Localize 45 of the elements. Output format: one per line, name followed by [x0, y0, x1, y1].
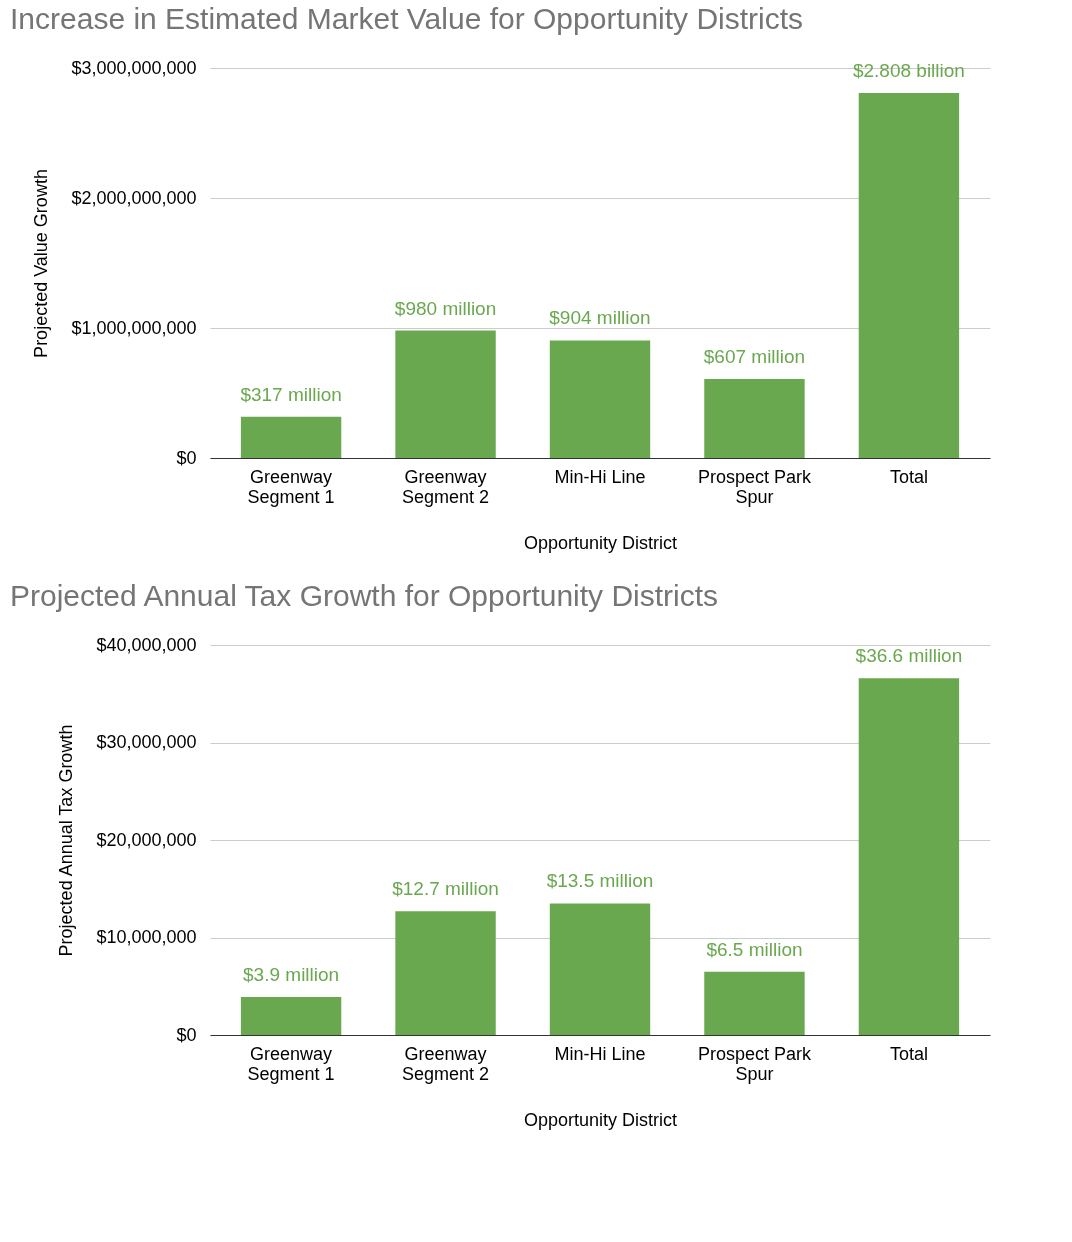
x-axis-title: Opportunity District: [523, 532, 678, 553]
y-tick-label: $30,000,000: [96, 732, 197, 752]
x-tick-label: Greenway Segment 2: [402, 1043, 490, 1084]
y-tick-label: $0: [176, 1024, 197, 1045]
x-tick-label: Total: [889, 1043, 928, 1064]
bar: [858, 92, 960, 458]
data-label: $3.9 million: [243, 963, 340, 985]
x-tick-label: Greenway Segment 1: [247, 1043, 335, 1084]
x-tick-label: Min-Hi Line: [554, 466, 646, 487]
y-axis-title: Projected Value Growth: [31, 169, 52, 358]
bar: [704, 379, 805, 458]
y-tick-label: $3,000,000,000: [71, 57, 197, 78]
y-tick-label: $20,000,000: [96, 829, 197, 850]
bar: [240, 416, 342, 458]
data-label: $317 million: [240, 383, 342, 405]
x-tick-label: Prospect Park Spur: [697, 1043, 812, 1084]
x-tick-label: Greenway Segment 2: [402, 466, 490, 507]
bar: [549, 340, 651, 458]
bar: [549, 903, 651, 1035]
x-tick-label: Prospect Park Spur: [697, 466, 812, 507]
y-tick-label: $10,000,000: [96, 927, 197, 947]
x-tick-label: Total: [889, 466, 928, 487]
bar: [704, 971, 805, 1035]
data-label: $2.808 billion: [852, 59, 965, 81]
bar: [395, 330, 496, 458]
data-label: $12.7 million: [392, 878, 499, 900]
y-tick-label: $40,000,000: [96, 634, 197, 655]
bar: [395, 911, 496, 1035]
chart-title: Increase in Estimated Market Value for Opportunity Districts: [10, 2, 804, 35]
y-tick-label: $1,000,000,000: [71, 317, 197, 338]
y-tick-label: $0: [176, 447, 197, 468]
data-label: $607 million: [703, 346, 806, 368]
x-tick-label: Greenway Segment 1: [247, 466, 335, 507]
x-tick-label: Min-Hi Line: [554, 1043, 646, 1064]
bar: [240, 996, 342, 1035]
chart-title: Projected Annual Tax Growth for Opportunity Districts: [10, 579, 719, 612]
data-label: $36.6 million: [855, 645, 963, 667]
bar: [858, 678, 960, 1035]
data-label: $13.5 million: [546, 870, 654, 892]
data-label: $980 million: [394, 297, 497, 319]
y-tick-label: $2,000,000,000: [71, 187, 197, 208]
y-axis-title: Projected Annual Tax Growth: [56, 724, 77, 957]
data-label: $904 million: [549, 307, 651, 329]
x-axis-title: Opportunity District: [523, 1109, 678, 1130]
data-label: $6.5 million: [706, 938, 803, 960]
